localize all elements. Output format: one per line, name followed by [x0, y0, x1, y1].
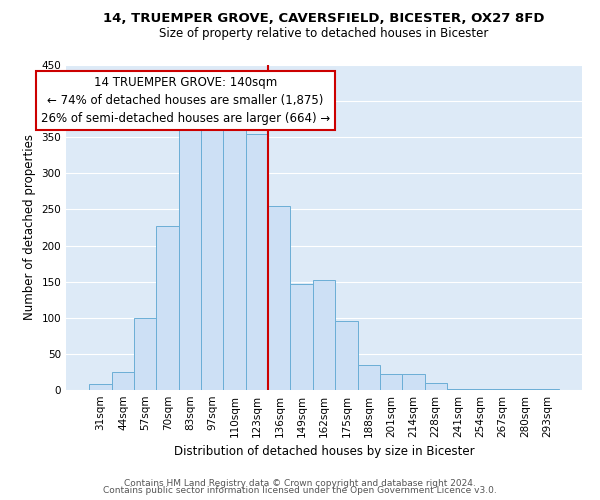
Text: Contains HM Land Registry data © Crown copyright and database right 2024.: Contains HM Land Registry data © Crown c…: [124, 478, 476, 488]
Bar: [268, 206, 290, 390]
Bar: [223, 123, 246, 390]
Bar: [313, 280, 335, 390]
Bar: [134, 318, 157, 390]
Bar: [469, 388, 491, 390]
Bar: [201, 124, 223, 390]
Bar: [380, 374, 402, 390]
Text: 14, TRUEMPER GROVE, CAVERSFIELD, BICESTER, OX27 8FD: 14, TRUEMPER GROVE, CAVERSFIELD, BICESTE…: [103, 12, 545, 26]
Text: Contains public sector information licensed under the Open Government Licence v3: Contains public sector information licen…: [103, 486, 497, 495]
Bar: [358, 366, 380, 390]
Bar: [112, 372, 134, 390]
Text: 14 TRUEMPER GROVE: 140sqm
← 74% of detached houses are smaller (1,875)
26% of se: 14 TRUEMPER GROVE: 140sqm ← 74% of detac…: [41, 76, 330, 125]
Bar: [179, 126, 201, 390]
Bar: [157, 226, 179, 390]
Bar: [89, 384, 112, 390]
Bar: [246, 134, 268, 390]
X-axis label: Distribution of detached houses by size in Bicester: Distribution of detached houses by size …: [173, 446, 475, 458]
Bar: [290, 284, 313, 390]
Title: 14, TRUEMPER GROVE, CAVERSFIELD, BICESTER, OX27 8FD
Size of property relative to: 14, TRUEMPER GROVE, CAVERSFIELD, BICESTE…: [0, 499, 1, 500]
Bar: [402, 374, 425, 390]
Y-axis label: Number of detached properties: Number of detached properties: [23, 134, 36, 320]
Text: Size of property relative to detached houses in Bicester: Size of property relative to detached ho…: [160, 28, 488, 40]
Bar: [425, 383, 447, 390]
Bar: [447, 388, 469, 390]
Bar: [335, 322, 358, 390]
